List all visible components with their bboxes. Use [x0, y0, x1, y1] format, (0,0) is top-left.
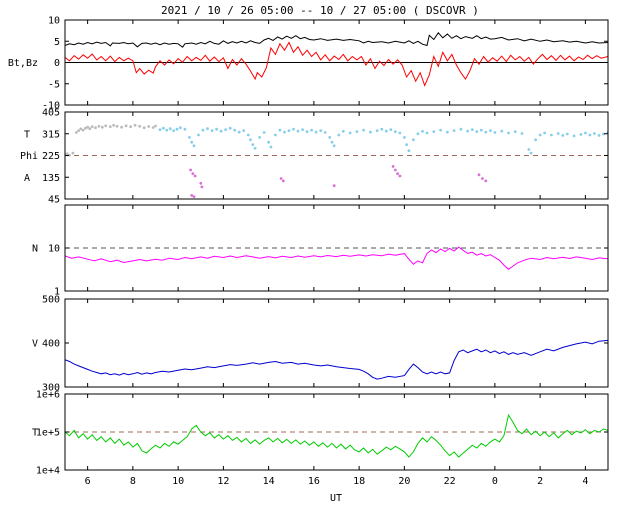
- y-tick-label: 405: [42, 108, 60, 119]
- series-alpha: [189, 165, 488, 199]
- y-tick-label: 5: [54, 37, 60, 48]
- panel-border: [64, 298, 609, 388]
- y-tick-label: 0: [54, 58, 60, 69]
- series-bulk-speed: [65, 339, 608, 380]
- x-tick-label: 22: [444, 476, 456, 487]
- x-tick-label: 18: [353, 476, 365, 487]
- panel-label-density: N: [32, 244, 38, 255]
- y-tick-label: 300: [42, 383, 60, 394]
- series-ion-temperature: [65, 413, 608, 458]
- y-tick-label: 10: [48, 16, 60, 27]
- panel-label-speed: V: [32, 339, 38, 350]
- y-tick-label: 1e+4: [36, 466, 60, 477]
- x-tick-label: 0: [492, 476, 498, 487]
- panel-speed: 500 400 300 V: [32, 295, 609, 394]
- series-phi-angle: [158, 126, 608, 155]
- x-axis-label: UT: [330, 493, 342, 504]
- x-tick-label: 2: [537, 476, 543, 487]
- series-phi-early: [65, 123, 157, 157]
- panel-label-temperature: T: [32, 428, 38, 439]
- x-tick-label: 20: [398, 476, 410, 487]
- y-tick-label: 10: [48, 244, 60, 255]
- x-tick-label: 14: [263, 476, 275, 487]
- x-tick-label: 10: [172, 476, 184, 487]
- chart-title: 2021 / 10 / 26 05:00 -- 10 / 27 05:00 ( …: [161, 4, 479, 17]
- x-tick-label: 4: [582, 476, 588, 487]
- panel-label-bt-bz: Bt,Bz: [8, 58, 38, 69]
- series-bz: [65, 41, 608, 87]
- panel-side-label: T: [24, 129, 30, 140]
- panels-group: 10 5 0 -5 -10 Bt,Bz 405 315 225 135 45 Phi T A 10 1 N 500…: [8, 16, 609, 477]
- x-tick-label: 6: [85, 476, 91, 487]
- y-tick-label: 135: [42, 173, 60, 184]
- y-tick-label: 1e+5: [36, 428, 60, 439]
- y-tick-label: -5: [48, 79, 60, 90]
- y-tick-label: 500: [42, 295, 60, 306]
- panel-temperature: 1e+6 1e+5 1e+4 T: [32, 390, 609, 477]
- panel-phi: 405 315 225 135 45 Phi T A: [20, 108, 609, 206]
- y-tick-label: 45: [48, 195, 60, 206]
- x-tick-label: 12: [217, 476, 229, 487]
- series-proton-density: [65, 246, 608, 270]
- x-tick-label: 8: [130, 476, 136, 487]
- panel-density: 10 1 N: [32, 204, 609, 298]
- y-tick-label: 1: [54, 287, 60, 298]
- panel-side-label: A: [24, 173, 30, 184]
- x-tick-label: 16: [308, 476, 320, 487]
- y-tick-label: 1e+6: [36, 390, 60, 401]
- y-tick-label: -10: [42, 101, 60, 112]
- x-axis-group: 6 8 10 12 14 16 18 20 22 0 2 4: [85, 476, 589, 487]
- y-tick-label: 315: [42, 129, 60, 140]
- panel-bt-bz: 10 5 0 -5 -10 Bt,Bz: [8, 16, 609, 112]
- y-tick-label: 225: [42, 151, 60, 162]
- series-bt: [65, 31, 608, 48]
- panel-label-phi: Phi: [20, 151, 38, 162]
- y-tick-label: 400: [42, 339, 60, 350]
